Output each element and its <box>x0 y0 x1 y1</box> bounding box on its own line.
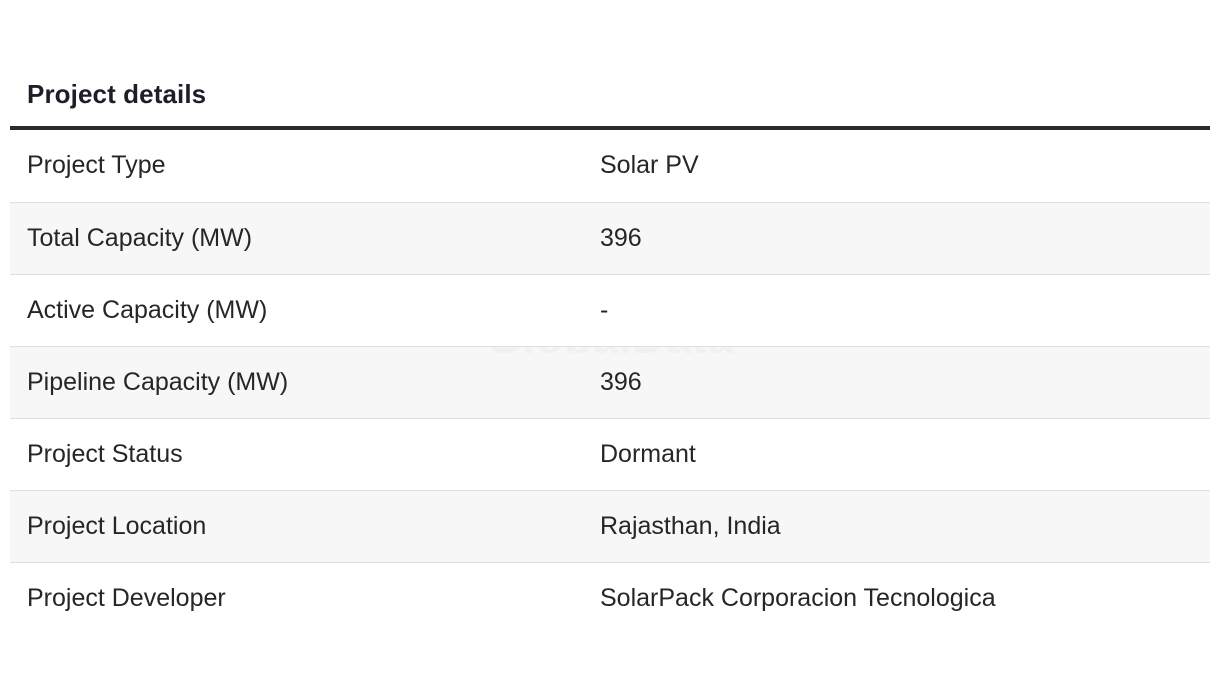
row-label: Project Status <box>10 417 584 490</box>
row-value: Dormant <box>584 417 1210 490</box>
row-label: Total Capacity (MW) <box>10 201 584 274</box>
title-divider <box>10 126 1210 130</box>
row-label: Project Location <box>10 489 584 562</box>
row-value: Solar PV <box>600 151 699 180</box>
row-value: SolarPack Corporacion Tecnologica <box>584 561 1210 634</box>
section-title: Project details <box>27 79 207 109</box>
project-details-table: Project Type Solar PV Total Capacity (MW… <box>10 130 1210 634</box>
table-row: Project Location Rajasthan, India <box>10 489 1210 562</box>
row-value: 396 <box>584 201 1210 274</box>
table-row: Pipeline Capacity (MW) 396 <box>10 345 1210 418</box>
row-value: 396 <box>584 345 1210 418</box>
table-row: Total Capacity (MW) 396 <box>10 201 1210 274</box>
table-row: Active Capacity (MW) - <box>10 273 1210 346</box>
table-row: Project Type Solar PV <box>10 130 1210 202</box>
table-row: Project Status Dormant <box>10 417 1210 490</box>
row-label: Pipeline Capacity (MW) <box>10 345 584 418</box>
row-label: Project Type <box>27 151 166 180</box>
project-details-section: Project details GlobalData Project Type … <box>10 60 1210 634</box>
row-value: - <box>584 273 1210 346</box>
row-value: Rajasthan, India <box>584 489 1210 562</box>
row-label: Project Developer <box>10 561 584 634</box>
row-label: Active Capacity (MW) <box>10 273 584 346</box>
table-row: Project Developer SolarPack Corporacion … <box>10 561 1210 634</box>
